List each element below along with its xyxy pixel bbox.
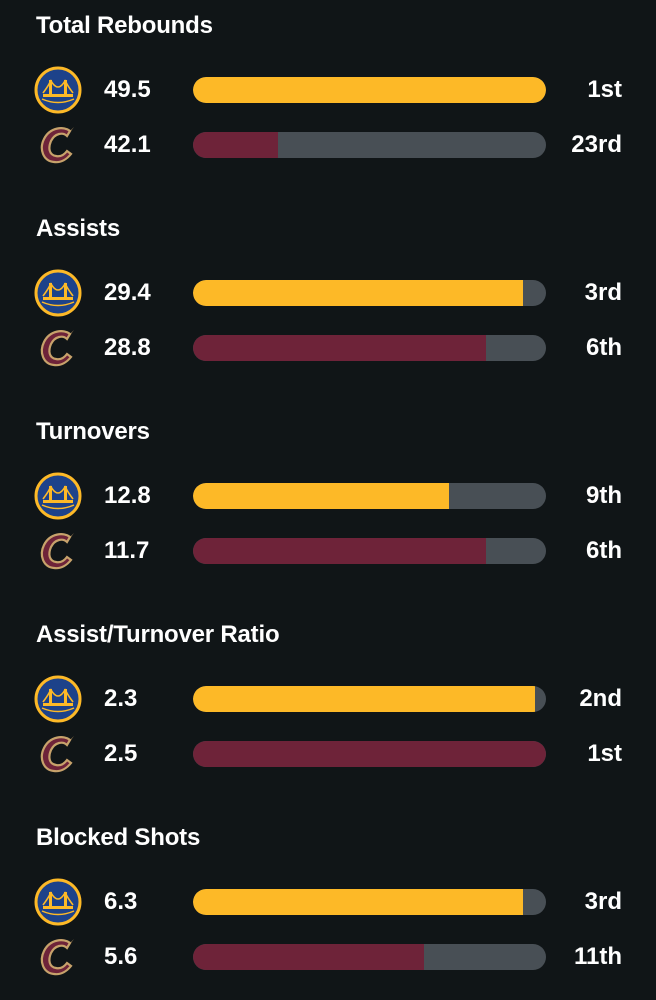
stat-value: 12.8 — [104, 482, 151, 509]
stat-bar-track — [193, 483, 546, 509]
stat-bar-track — [193, 686, 546, 712]
stat-bar-fill — [193, 944, 425, 970]
stat-rank: 9th — [586, 482, 622, 509]
stat-bar-fill — [193, 889, 524, 915]
stat-bar-fill — [193, 335, 486, 361]
stat-bar-fill — [193, 280, 524, 306]
stat-bar-track — [193, 538, 546, 564]
stat-rank: 2nd — [579, 685, 622, 712]
stat-bar-track — [193, 77, 546, 103]
stat-row-warriors: 2.3 2nd — [0, 675, 656, 723]
stat-rank: 6th — [586, 537, 622, 564]
stat-value: 6.3 — [104, 888, 138, 915]
stat-title: Turnovers — [36, 418, 150, 445]
golden-state-warriors-logo-icon — [34, 66, 82, 114]
stat-title: Assists — [36, 215, 120, 242]
stat-bar-fill — [193, 77, 546, 103]
stat-value: 2.3 — [104, 685, 138, 712]
stat-section-turnovers: Turnovers 12.8 9th 11.7 — [0, 416, 656, 619]
stat-value: 2.5 — [104, 740, 138, 767]
stat-bar-track — [193, 741, 546, 767]
stat-rank: 1st — [587, 76, 622, 103]
stat-section-assist-turnover-ratio: Assist/Turnover Ratio 2.3 2nd 2.5 — [0, 619, 656, 822]
stat-section-total-rebounds: Total Rebounds 49.5 1st 42.1 — [0, 10, 656, 213]
stat-bar-fill — [193, 132, 278, 158]
stat-rank: 23rd — [571, 131, 622, 158]
stat-value: 5.6 — [104, 943, 138, 970]
stat-row-cavaliers: 2.5 1st — [0, 730, 656, 778]
stat-section-blocked-shots: Blocked Shots 6.3 3rd 5.6 — [0, 822, 656, 1000]
stat-value: 29.4 — [104, 279, 151, 306]
stat-bar-track — [193, 944, 546, 970]
stat-bar-track — [193, 280, 546, 306]
stat-bar-fill — [193, 686, 536, 712]
cleveland-cavaliers-logo-icon — [40, 939, 74, 976]
golden-state-warriors-logo-icon — [34, 878, 82, 926]
stat-row-cavaliers: 42.1 23rd — [0, 121, 656, 169]
stat-rank: 6th — [586, 334, 622, 361]
stat-bar-fill — [193, 483, 449, 509]
stat-bar-fill — [193, 538, 486, 564]
stat-row-warriors: 12.8 9th — [0, 472, 656, 520]
cleveland-cavaliers-logo-icon — [40, 736, 74, 773]
stat-value: 28.8 — [104, 334, 151, 361]
stat-rank: 3rd — [584, 279, 622, 306]
stat-rank: 1st — [587, 740, 622, 767]
stat-bar-fill — [193, 741, 546, 767]
stat-section-assists: Assists 29.4 3rd 28.8 6t — [0, 213, 656, 416]
stat-row-cavaliers: 11.7 6th — [0, 527, 656, 575]
stat-value: 11.7 — [104, 537, 150, 564]
stat-bar-track — [193, 889, 546, 915]
stat-row-warriors: 49.5 1st — [0, 66, 656, 114]
stat-row-warriors: 29.4 3rd — [0, 269, 656, 317]
stat-bar-track — [193, 335, 546, 361]
golden-state-warriors-logo-icon — [34, 472, 82, 520]
stat-value: 49.5 — [104, 76, 151, 103]
stat-row-warriors: 6.3 3rd — [0, 878, 656, 926]
stat-title: Assist/Turnover Ratio — [36, 621, 280, 648]
stat-title: Blocked Shots — [36, 824, 201, 851]
stat-rank: 3rd — [584, 888, 622, 915]
stat-title: Total Rebounds — [36, 12, 213, 39]
golden-state-warriors-logo-icon — [34, 269, 82, 317]
stat-value: 42.1 — [104, 131, 151, 158]
cleveland-cavaliers-logo-icon — [40, 330, 74, 367]
stat-row-cavaliers: 5.6 11th — [0, 933, 656, 981]
stat-rank: 11th — [573, 943, 622, 970]
cleveland-cavaliers-logo-icon — [40, 127, 74, 164]
cleveland-cavaliers-logo-icon — [40, 533, 74, 570]
golden-state-warriors-logo-icon — [34, 675, 82, 723]
stat-row-cavaliers: 28.8 6th — [0, 324, 656, 372]
stat-bar-track — [193, 132, 546, 158]
